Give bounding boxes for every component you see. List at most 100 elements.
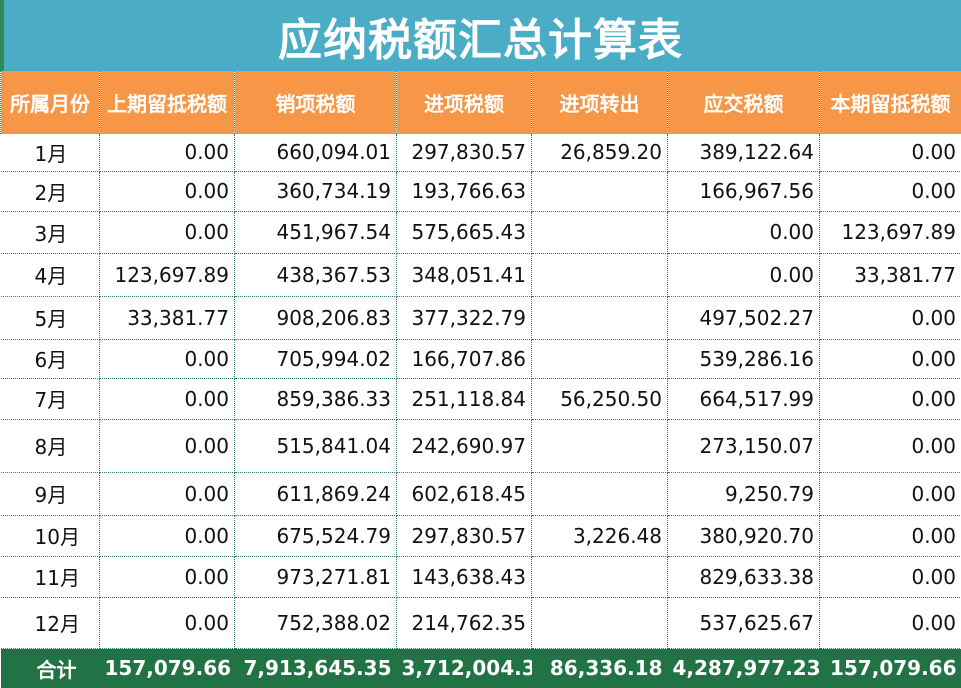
month-cell[interactable]: 3月: [0, 211, 100, 254]
input-transfer-out-cell[interactable]: [531, 597, 668, 649]
current-credit-cell[interactable]: 0.00: [819, 296, 961, 340]
input-tax-cell[interactable]: 242,690.97: [396, 419, 532, 473]
current-credit-cell[interactable]: 0.00: [819, 134, 961, 172]
total-cell-current-credit[interactable]: 157,079.66: [819, 648, 961, 688]
output-tax-cell[interactable]: 675,524.79: [234, 515, 397, 557]
header-cell-month[interactable]: 所属月份: [0, 71, 100, 134]
tax-payable-cell[interactable]: 273,150.07: [667, 419, 820, 473]
current-credit-cell[interactable]: 0.00: [819, 556, 961, 598]
month-cell[interactable]: 5月: [0, 296, 100, 340]
tax-payable-cell[interactable]: 539,286.16: [667, 339, 820, 379]
current-credit-cell[interactable]: 0.00: [819, 339, 961, 379]
input-tax-cell[interactable]: 575,665.43: [396, 211, 532, 254]
prior-credit-cell[interactable]: 0.00: [99, 339, 235, 379]
prior-credit-cell[interactable]: 0.00: [99, 171, 235, 212]
month-cell[interactable]: 6月: [0, 339, 100, 379]
header-cell-prior-credit[interactable]: 上期留抵税额: [99, 71, 235, 134]
current-credit-cell[interactable]: 123,697.89: [819, 211, 961, 254]
current-credit-cell[interactable]: 0.00: [819, 171, 961, 212]
input-tax-cell[interactable]: 166,707.86: [396, 339, 532, 379]
total-cell-input-tax[interactable]: 3,712,004.30: [396, 648, 532, 688]
prior-credit-cell[interactable]: 0.00: [99, 556, 235, 598]
tax-payable-cell[interactable]: 497,502.27: [667, 296, 820, 340]
input-transfer-out-cell[interactable]: 56,250.50: [531, 378, 668, 420]
input-transfer-out-cell[interactable]: [531, 419, 668, 473]
month-cell[interactable]: 1月: [0, 134, 100, 172]
output-tax-cell[interactable]: 705,994.02: [234, 339, 397, 379]
output-tax-cell[interactable]: 438,367.53: [234, 253, 397, 297]
output-tax-cell[interactable]: 451,967.54: [234, 211, 397, 254]
month-cell[interactable]: 7月: [0, 378, 100, 420]
output-tax-cell[interactable]: 515,841.04: [234, 419, 397, 473]
current-credit-cell[interactable]: 33,381.77: [819, 253, 961, 297]
input-transfer-out-cell[interactable]: [531, 339, 668, 379]
current-credit-cell[interactable]: 0.00: [819, 419, 961, 473]
input-transfer-out-cell[interactable]: [531, 253, 668, 297]
input-transfer-out-cell[interactable]: 26,859.20: [531, 134, 668, 172]
sheet-title-cell[interactable]: 应纳税额汇总计算表: [0, 0, 961, 71]
input-tax-cell[interactable]: 297,830.57: [396, 134, 532, 172]
tax-payable-cell[interactable]: 389,122.64: [667, 134, 820, 172]
month-cell[interactable]: 4月: [0, 253, 100, 297]
month-cell[interactable]: 12月: [0, 597, 100, 649]
input-transfer-out-cell[interactable]: [531, 472, 668, 516]
header-cell-input-tax[interactable]: 进项税额: [396, 71, 532, 134]
input-transfer-out-cell[interactable]: [531, 556, 668, 598]
input-tax-cell[interactable]: 251,118.84: [396, 378, 532, 420]
total-cell-output-tax[interactable]: 7,913,645.35: [234, 648, 397, 688]
input-tax-cell[interactable]: 348,051.41: [396, 253, 532, 297]
month-cell[interactable]: 2月: [0, 171, 100, 212]
tax-payable-cell[interactable]: 380,920.70: [667, 515, 820, 557]
output-tax-cell[interactable]: 611,869.24: [234, 472, 397, 516]
output-tax-cell[interactable]: 660,094.01: [234, 134, 397, 172]
prior-credit-cell[interactable]: 0.00: [99, 597, 235, 649]
prior-credit-cell[interactable]: 33,381.77: [99, 296, 235, 340]
output-tax-cell[interactable]: 859,386.33: [234, 378, 397, 420]
total-cell-prior-credit[interactable]: 157,079.66: [99, 648, 235, 688]
current-credit-cell[interactable]: 0.00: [819, 378, 961, 420]
current-credit-cell[interactable]: 0.00: [819, 597, 961, 649]
tax-payable-cell[interactable]: 537,625.67: [667, 597, 820, 649]
tax-payable-cell[interactable]: 9,250.79: [667, 472, 820, 516]
input-tax-cell[interactable]: 143,638.43: [396, 556, 532, 598]
total-cell-input-transfer-out[interactable]: 86,336.18: [531, 648, 668, 688]
input-tax-cell[interactable]: 297,830.57: [396, 515, 532, 557]
tax-payable-cell[interactable]: 0.00: [667, 253, 820, 297]
month-cell[interactable]: 11月: [0, 556, 100, 598]
tax-payable-cell[interactable]: 0.00: [667, 211, 820, 254]
input-transfer-out-cell[interactable]: [531, 296, 668, 340]
current-credit-cell[interactable]: 0.00: [819, 472, 961, 516]
prior-credit-cell[interactable]: 0.00: [99, 134, 235, 172]
header-cell-tax-payable[interactable]: 应交税额: [667, 71, 820, 134]
tax-payable-cell[interactable]: 829,633.38: [667, 556, 820, 598]
output-tax-cell[interactable]: 908,206.83: [234, 296, 397, 340]
prior-credit-cell[interactable]: 0.00: [99, 472, 235, 516]
prior-credit-cell[interactable]: 0.00: [99, 378, 235, 420]
header-cell-output-tax[interactable]: 销项税额: [234, 71, 397, 134]
output-tax-cell[interactable]: 752,388.02: [234, 597, 397, 649]
tax-payable-cell[interactable]: 664,517.99: [667, 378, 820, 420]
input-transfer-out-cell[interactable]: [531, 171, 668, 212]
output-tax-cell[interactable]: 360,734.19: [234, 171, 397, 212]
input-tax-cell[interactable]: 602,618.45: [396, 472, 532, 516]
month-cell[interactable]: 10月: [0, 515, 100, 557]
prior-credit-cell[interactable]: 0.00: [99, 515, 235, 557]
month-cell[interactable]: 8月: [0, 419, 100, 473]
input-transfer-out-cell[interactable]: 3,226.48: [531, 515, 668, 557]
tax-payable-cell[interactable]: 166,967.56: [667, 171, 820, 212]
input-tax-cell[interactable]: 214,762.35: [396, 597, 532, 649]
prior-credit-cell[interactable]: 123,697.89: [99, 253, 235, 297]
header-cell-current-credit[interactable]: 本期留抵税额: [819, 71, 961, 134]
prior-credit-cell[interactable]: 0.00: [99, 211, 235, 254]
prior-credit-cell[interactable]: 0.00: [99, 419, 235, 473]
output-tax-cell[interactable]: 973,271.81: [234, 556, 397, 598]
total-label-cell[interactable]: 合计: [0, 648, 100, 688]
current-credit-cell[interactable]: 0.00: [819, 515, 961, 557]
total-cell-tax-payable[interactable]: 4,287,977.23: [667, 648, 820, 688]
header-cell-input-transfer-out[interactable]: 进项转出: [531, 71, 668, 134]
month-cell[interactable]: 9月: [0, 472, 100, 516]
input-tax-cell[interactable]: 193,766.63: [396, 171, 532, 212]
input-transfer-out-cell[interactable]: [531, 211, 668, 254]
table-row: 6月 0.00 705,994.02 166,707.86 539,286.16 0.00: [0, 339, 961, 379]
input-tax-cell[interactable]: 377,322.79: [396, 296, 532, 340]
